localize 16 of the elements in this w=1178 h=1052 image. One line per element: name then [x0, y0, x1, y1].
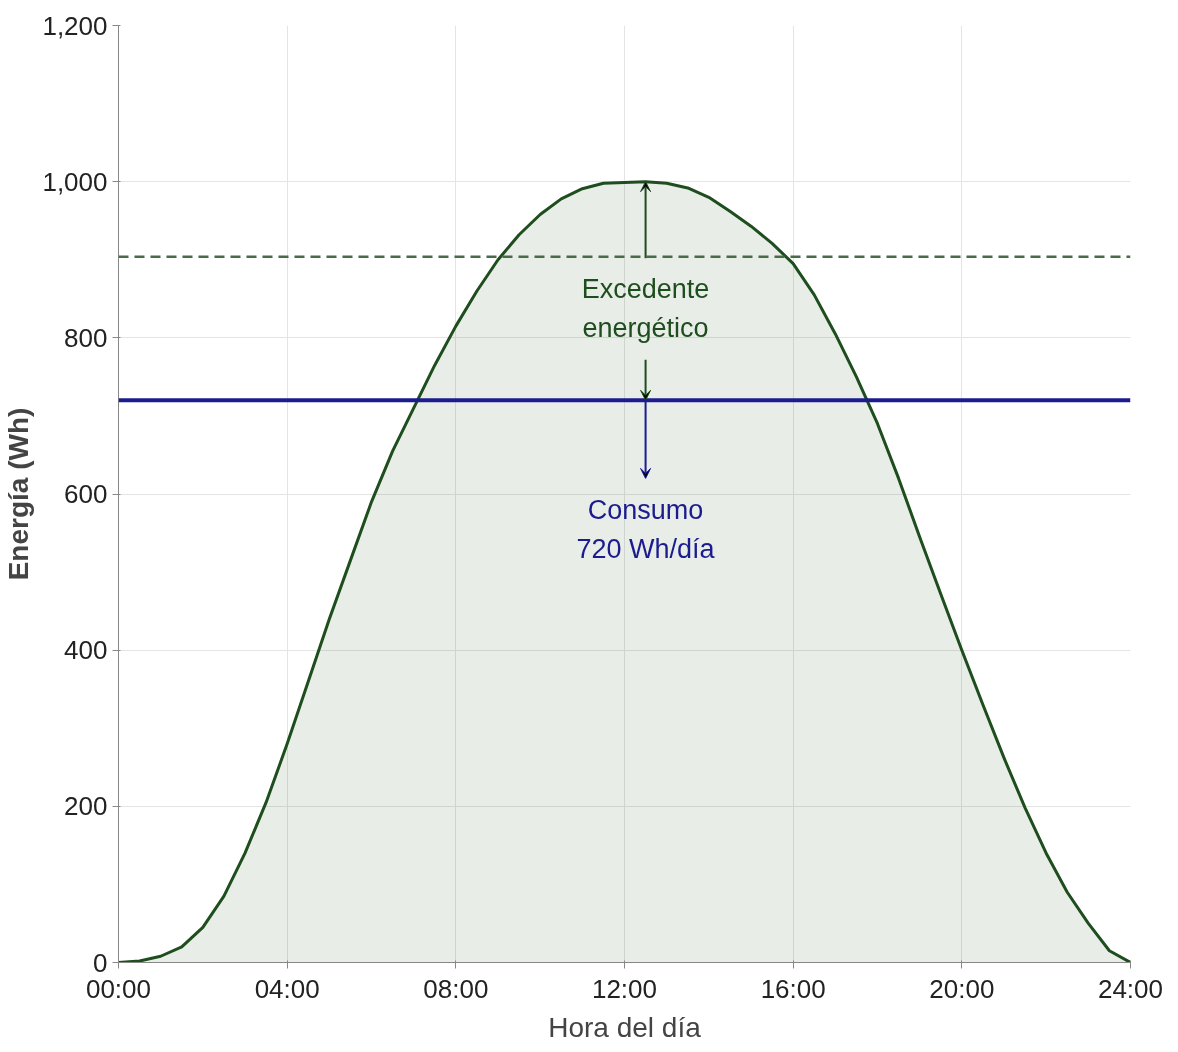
y-tick-label: 1,000 — [42, 166, 108, 197]
x-tick-label: 16:00 — [760, 973, 826, 1004]
annotation: Consumo 720 Wh/día — [576, 494, 716, 564]
x-tick-label: 04:00 — [254, 973, 320, 1004]
x-tick-label: 24:00 — [1097, 973, 1164, 1004]
x-tick-label: 12:00 — [591, 973, 658, 1004]
y-tick-label: 200 — [64, 791, 108, 822]
y-tick-label: 400 — [64, 635, 108, 666]
x-tick-label: 20:00 — [929, 973, 995, 1004]
x-tick-label: 08:00 — [423, 973, 489, 1004]
annotation: Excedente energético — [581, 274, 710, 344]
y-tick-label: 600 — [64, 479, 108, 509]
y-tick-label: 800 — [64, 322, 108, 353]
y-axis-title: Energía (Wh) — [3, 407, 35, 581]
x-axis-title: Hora del día — [548, 1011, 702, 1043]
y-tick-label: 1,200 — [42, 10, 108, 41]
